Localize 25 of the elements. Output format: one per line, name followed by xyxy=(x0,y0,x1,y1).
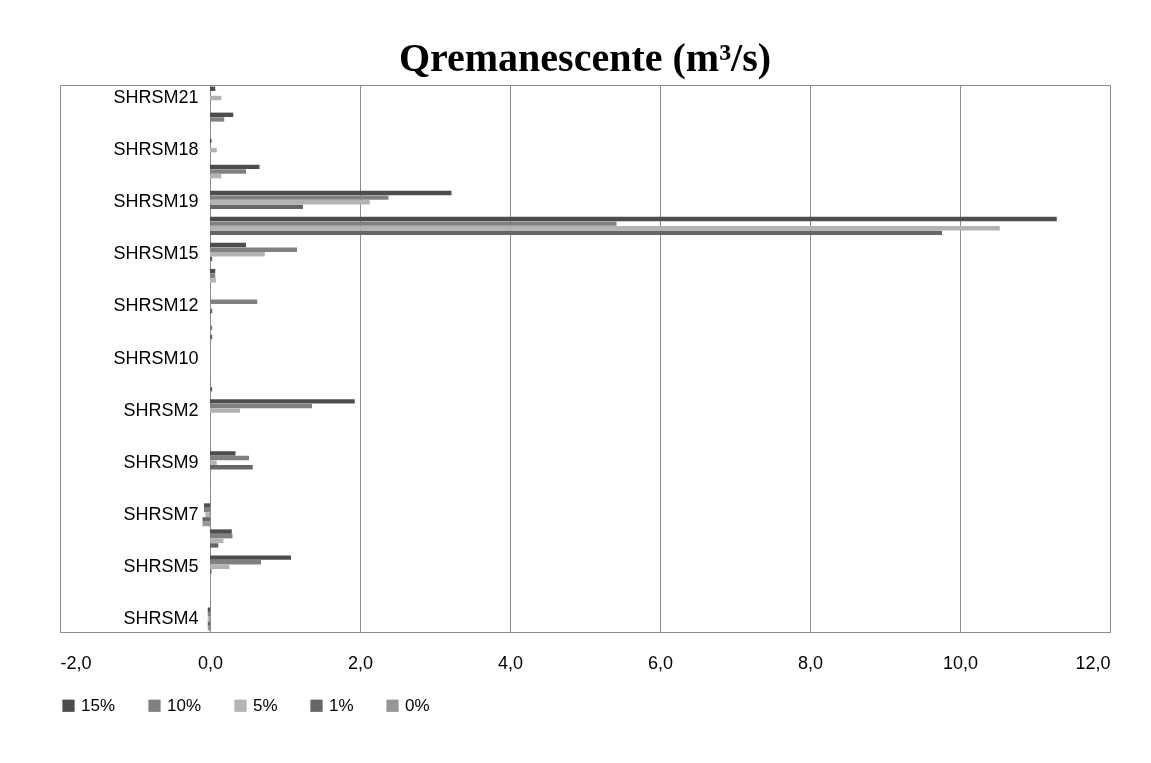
x-tick-label: 2,0 xyxy=(347,652,374,673)
x-tick-label: 4,0 xyxy=(497,652,524,673)
x-tick-label: 10,0 xyxy=(942,652,979,673)
y-tick-label: SHRSM5 xyxy=(123,555,199,576)
y-tick-label: SHRSM15 xyxy=(113,243,199,264)
y-tick-label: SHRSM21 xyxy=(113,87,199,108)
y-tick-label: SHRSM2 xyxy=(123,399,199,420)
x-tick-label: 12,0 xyxy=(1075,652,1111,673)
y-tick-label: SHRSM7 xyxy=(123,503,199,524)
legend-label: 5% xyxy=(253,695,278,715)
y-tick-label: SHRSM10 xyxy=(113,347,199,368)
legend-label: 0% xyxy=(405,695,430,715)
y-tick-label: SHRSM12 xyxy=(113,295,199,316)
y-tick-label: SHRSM4 xyxy=(123,607,199,628)
chart-title: Qremanescente (m³/s) xyxy=(398,35,772,80)
x-tick-label: 6,0 xyxy=(647,652,674,673)
y-tick-label: SHRSM9 xyxy=(123,451,199,472)
y-tick-label: SHRSM18 xyxy=(113,139,199,160)
y-tick-label: SHRSM19 xyxy=(113,191,199,212)
legend-label: 15% xyxy=(81,695,116,715)
x-tick-label: 0,0 xyxy=(197,652,224,673)
legend-label: 10% xyxy=(167,695,202,715)
x-tick-label: -2,0 xyxy=(60,652,92,673)
x-tick-label: 8,0 xyxy=(797,652,824,673)
legend-label: 1% xyxy=(329,695,354,715)
